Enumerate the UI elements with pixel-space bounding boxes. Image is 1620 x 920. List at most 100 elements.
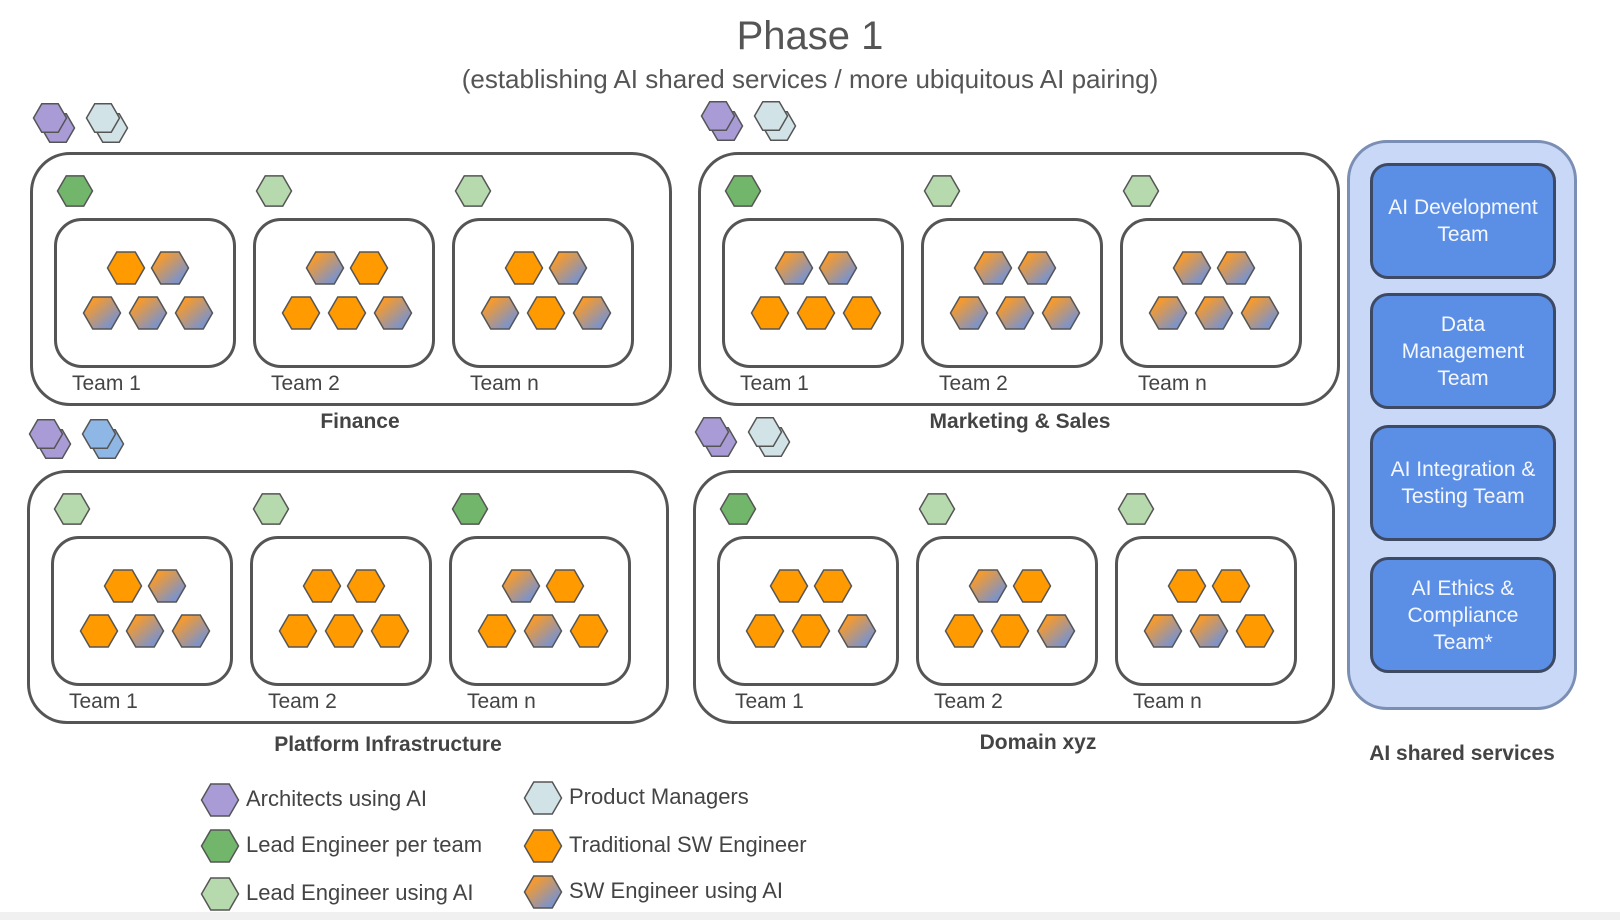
team-box[interactable] xyxy=(51,536,233,686)
sw-engineer-ai-icon xyxy=(1172,251,1212,285)
sw-engineer-ai-icon xyxy=(150,251,190,285)
sw-engineer-ai-icon xyxy=(949,296,989,330)
legend-label: Lead Engineer per team xyxy=(246,832,483,857)
service-ai-ethics-compliance-team[interactable]: AI Ethics & Compliance Team* xyxy=(1370,557,1556,673)
sw-engineer-ai-icon xyxy=(480,296,520,330)
team-box[interactable] xyxy=(921,218,1103,368)
sw-engineer-ai-icon xyxy=(1148,296,1188,330)
sw-engineer-ai-icon xyxy=(837,614,877,648)
sw-engineer-ai-icon xyxy=(1240,296,1280,330)
traditional-engineer-icon xyxy=(526,296,566,330)
page-title: Phase 1 xyxy=(736,14,884,58)
service-ai-development-team[interactable]: AI Development Team xyxy=(1370,163,1556,279)
ai-icon xyxy=(523,875,563,909)
lead-engineer-ai-icon xyxy=(923,175,961,207)
product-manager-icon xyxy=(523,781,563,815)
product-manager-icon xyxy=(753,100,789,132)
team-label: Team 2 xyxy=(271,372,340,395)
domain-label: Platform Infrastructure xyxy=(274,733,502,756)
traditional-engineer-icon xyxy=(349,251,389,285)
traditional-engineer-icon xyxy=(1167,569,1207,603)
team-label: Team n xyxy=(470,372,539,395)
sw-engineer-ai-icon xyxy=(973,251,1013,285)
lead-engineer-ai-icon xyxy=(252,493,290,525)
sw-engineer-ai-icon xyxy=(171,614,211,648)
lead-engineer-ai-icon xyxy=(200,877,240,911)
team-box[interactable] xyxy=(916,536,1098,686)
sw-engineer-ai-icon xyxy=(968,569,1008,603)
traditional-engineer-icon xyxy=(1235,614,1275,648)
team-label: Team 2 xyxy=(934,690,1003,713)
legend-label: Traditional SW Engineer xyxy=(569,832,807,857)
traditional-engineer-icon xyxy=(504,251,544,285)
traditional-engineer-icon xyxy=(346,569,386,603)
sw-engineer-ai-icon xyxy=(548,251,588,285)
team-box[interactable] xyxy=(54,218,236,368)
architect-icon xyxy=(32,102,68,134)
sw-engineer-ai-icon xyxy=(1041,296,1081,330)
team-label: Team 2 xyxy=(268,690,337,713)
team-box[interactable] xyxy=(452,218,634,368)
traditional-icon xyxy=(523,829,563,863)
team-label: Team 1 xyxy=(735,690,804,713)
team-label: Team 1 xyxy=(69,690,138,713)
domain-label: Marketing & Sales xyxy=(929,410,1111,433)
sw-engineer-ai-icon xyxy=(373,296,413,330)
sw-engineer-ai-icon xyxy=(1216,251,1256,285)
sw-engineer-ai-icon xyxy=(774,251,814,285)
team-box[interactable] xyxy=(1115,536,1297,686)
architect-icon xyxy=(700,100,736,132)
service-ai-integration-testing-team[interactable]: AI Integration & Testing Team xyxy=(1370,425,1556,541)
traditional-engineer-icon xyxy=(545,569,585,603)
sw-engineer-ai-icon xyxy=(572,296,612,330)
traditional-engineer-icon xyxy=(324,614,364,648)
lead-engineer-ai-icon xyxy=(53,493,91,525)
lead-engineer-icon xyxy=(451,493,489,525)
team-label: Team 1 xyxy=(740,372,809,395)
traditional-engineer-icon xyxy=(370,614,410,648)
lead-engineer-ai-icon xyxy=(1117,493,1155,525)
traditional-engineer-icon xyxy=(103,569,143,603)
traditional-engineer-icon xyxy=(769,569,809,603)
sw-engineer-ai-icon xyxy=(1143,614,1183,648)
sw-engineer-ai-icon xyxy=(82,296,122,330)
team-box[interactable] xyxy=(253,218,435,368)
sw-engineer-ai-icon xyxy=(523,614,563,648)
legend-label: SW Engineer using AI xyxy=(569,878,784,903)
lead-engineer-ai-icon xyxy=(454,175,492,207)
service-data-management-team[interactable]: Data Management Team xyxy=(1370,293,1556,409)
team-label: Team 1 xyxy=(72,372,141,395)
shared-services-label: AI shared services xyxy=(1369,742,1555,765)
architect-icon xyxy=(28,418,64,450)
architect-icon xyxy=(694,416,730,448)
sw-engineer-ai-icon xyxy=(147,569,187,603)
team-box[interactable] xyxy=(717,536,899,686)
team-box[interactable] xyxy=(722,218,904,368)
team-box[interactable] xyxy=(250,536,432,686)
sw-engineer-ai-icon xyxy=(1036,614,1076,648)
traditional-engineer-icon xyxy=(278,614,318,648)
traditional-engineer-icon xyxy=(990,614,1030,648)
traditional-engineer-icon xyxy=(1012,569,1052,603)
lead-engineer-icon xyxy=(719,493,757,525)
team-label: Team n xyxy=(1133,690,1202,713)
traditional-engineer-icon xyxy=(813,569,853,603)
page-subtitle: (establishing AI shared services / more … xyxy=(461,64,1159,94)
architect-icon xyxy=(200,783,240,817)
lead-engineer-ai-icon xyxy=(1122,175,1160,207)
traditional-engineer-icon xyxy=(791,614,831,648)
sw-engineer-ai-icon xyxy=(818,251,858,285)
sw-engineer-ai-icon xyxy=(305,251,345,285)
traditional-engineer-icon xyxy=(944,614,984,648)
traditional-engineer-icon xyxy=(281,296,321,330)
traditional-engineer-icon xyxy=(106,251,146,285)
sw-engineer-ai-icon xyxy=(501,569,541,603)
legend-label: Architects using AI xyxy=(246,786,427,811)
lead-engineer-icon xyxy=(724,175,762,207)
team-box[interactable] xyxy=(1120,218,1302,368)
product-manager-icon xyxy=(747,416,783,448)
sw-engineer-ai-icon xyxy=(128,296,168,330)
sw-engineer-ai-icon xyxy=(995,296,1035,330)
team-box[interactable] xyxy=(449,536,631,686)
sw-engineer-ai-icon xyxy=(1194,296,1234,330)
